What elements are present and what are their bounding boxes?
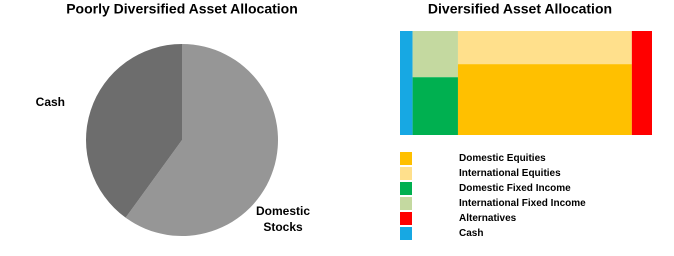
slice-label: Domestic Stocks xyxy=(256,204,310,234)
legend-label: Alternatives xyxy=(459,213,517,224)
legend-label: International Equities xyxy=(459,168,561,179)
mosaic-cell xyxy=(457,31,632,65)
pie-slice xyxy=(86,44,182,218)
legend-label: Domestic Fixed Income xyxy=(459,183,571,194)
mosaic-cell xyxy=(400,31,413,135)
chart-title: Poorly Diversified Asset Allocation xyxy=(66,1,298,17)
legend-label: Domestic Equities xyxy=(459,153,546,164)
legend-swatch xyxy=(400,227,412,240)
mosaic-cell xyxy=(412,31,458,78)
chart-title: Diversified Asset Allocation xyxy=(428,1,612,17)
mosaic-cell xyxy=(457,64,632,135)
legend-label: International Fixed Income xyxy=(459,198,586,209)
legend-label: Cash xyxy=(459,228,483,239)
slice-label: Cash xyxy=(36,95,65,109)
pie-slice xyxy=(125,44,279,236)
legend-swatch xyxy=(400,197,412,210)
legend-swatch xyxy=(400,212,412,225)
mosaic-cell xyxy=(631,31,652,135)
legend-swatch xyxy=(400,152,412,165)
mosaic-cell xyxy=(412,77,458,135)
legend-swatch xyxy=(400,182,412,195)
legend-swatch xyxy=(400,167,412,180)
